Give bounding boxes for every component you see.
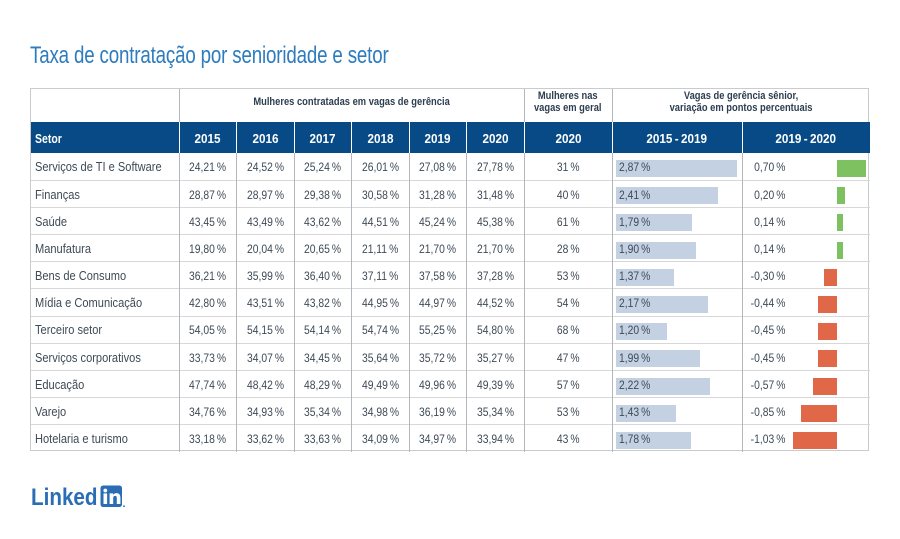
svg-text:Linked: Linked — [31, 484, 98, 509]
